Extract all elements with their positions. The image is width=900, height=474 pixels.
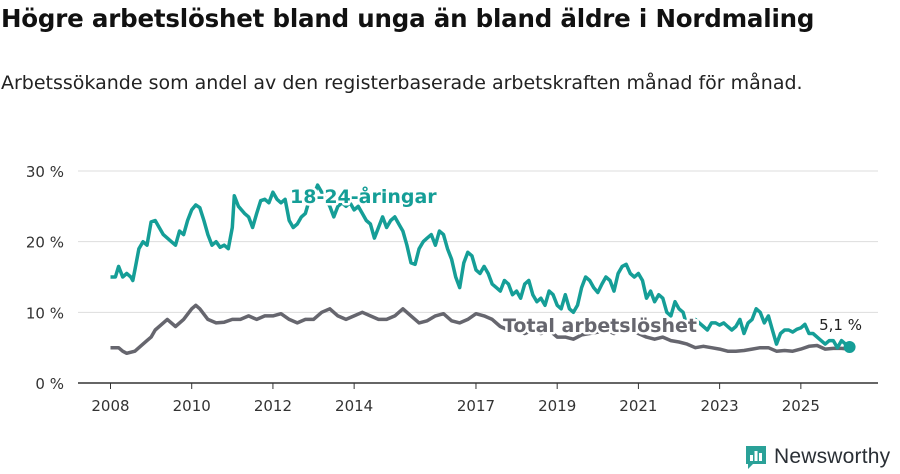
newsworthy-logo: Newsworthy: [744, 444, 890, 470]
x-tick-label: 2019: [538, 397, 576, 415]
chart-subtitle: Arbetssökande som andel av den registerb…: [1, 72, 803, 94]
y-tick-label: 20 %: [26, 234, 64, 252]
x-tick-label: 2021: [619, 397, 657, 415]
y-tick-label: 10 %: [26, 304, 64, 322]
series-label-youth: 18-24-åringar: [290, 184, 437, 208]
gridlines: [78, 170, 878, 313]
series-labels: 18-24-åringar Total arbetslöshet 5,1 %: [288, 182, 865, 340]
x-tick-label: 2025: [782, 397, 820, 415]
x-tick-label: 2014: [335, 397, 373, 415]
series-lines: [110, 183, 856, 356]
newsworthy-logo-text: Newsworthy: [774, 445, 891, 468]
end-value-label: 5,1 %: [819, 316, 862, 334]
y-tick-label: 30 %: [26, 163, 64, 181]
x-tick-label: 2017: [457, 397, 495, 415]
y-tick-label: 0 %: [35, 375, 64, 393]
chart-title: Högre arbetslöshet bland unga än bland ä…: [1, 4, 815, 33]
x-axis: 2008 2010 2012 2014 2017 2019 2021 2023 2025: [78, 382, 878, 415]
series-line-total: [110, 303, 850, 356]
x-tick-label: 2008: [91, 397, 129, 415]
newsworthy-logo-icon: [746, 446, 766, 469]
series-label-total: Total arbetslöshet: [503, 315, 697, 337]
y-axis-ticks: 0 % 10 % 20 % 30 %: [26, 163, 64, 393]
x-tick-label: 2010: [173, 397, 211, 415]
x-tick-label: 2012: [254, 397, 292, 415]
end-point-marker: [843, 340, 856, 353]
x-tick-label: 2023: [701, 397, 739, 415]
series-line-youth: [110, 183, 851, 350]
